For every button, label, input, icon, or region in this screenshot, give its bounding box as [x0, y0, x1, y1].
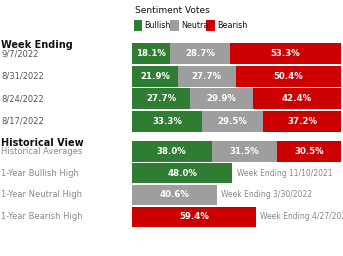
Bar	[206, 20, 215, 31]
Text: 53.3%: 53.3%	[271, 49, 300, 58]
Text: 27.7%: 27.7%	[146, 94, 176, 103]
Text: 38.0%: 38.0%	[157, 147, 187, 156]
Text: 8/24/2022: 8/24/2022	[1, 94, 44, 103]
Text: 59.4%: 59.4%	[179, 212, 209, 221]
Text: 31.5%: 31.5%	[230, 147, 259, 156]
Bar	[132, 111, 202, 132]
Bar	[132, 207, 256, 227]
Text: 9/7/2022: 9/7/2022	[1, 49, 39, 58]
Bar	[178, 66, 236, 87]
Text: 30.5%: 30.5%	[295, 147, 324, 156]
Bar	[134, 20, 142, 31]
Text: 29.9%: 29.9%	[206, 94, 236, 103]
Bar	[202, 111, 263, 132]
Bar	[277, 141, 341, 162]
Text: 1-Year Bullish High: 1-Year Bullish High	[1, 169, 79, 178]
Text: 28.7%: 28.7%	[185, 49, 215, 58]
Bar	[132, 88, 190, 109]
Bar	[252, 88, 341, 109]
Text: 29.5%: 29.5%	[218, 116, 247, 126]
Text: 27.7%: 27.7%	[192, 71, 222, 81]
Text: 8/31/2022: 8/31/2022	[1, 71, 44, 81]
Text: Bullish: Bullish	[144, 21, 171, 30]
Text: 37.2%: 37.2%	[287, 116, 317, 126]
Text: 1-Year Bearish High: 1-Year Bearish High	[1, 212, 83, 221]
Bar	[212, 141, 277, 162]
Text: Neutral: Neutral	[181, 21, 210, 30]
Text: Week Ending: Week Ending	[1, 40, 73, 50]
Text: 21.9%: 21.9%	[140, 71, 170, 81]
Text: 48.0%: 48.0%	[167, 169, 197, 178]
Bar	[132, 185, 217, 205]
Text: 8/17/2022: 8/17/2022	[1, 116, 44, 126]
Text: Sentiment Votes: Sentiment Votes	[135, 6, 210, 15]
Text: 40.6%: 40.6%	[159, 190, 189, 199]
Text: Week Ending 11/10/2021: Week Ending 11/10/2021	[237, 169, 332, 178]
Text: 50.4%: 50.4%	[274, 71, 304, 81]
Bar	[132, 163, 233, 183]
Text: Week Ending 3/30/2022: Week Ending 3/30/2022	[221, 190, 312, 199]
Bar	[170, 43, 230, 64]
Text: 33.3%: 33.3%	[152, 116, 182, 126]
Text: Week Ending 4/27/2022: Week Ending 4/27/2022	[260, 212, 343, 221]
Bar	[132, 141, 212, 162]
Bar	[190, 88, 252, 109]
Text: 18.1%: 18.1%	[136, 49, 166, 58]
Bar	[236, 66, 341, 87]
Text: Historical Averages: Historical Averages	[1, 147, 83, 156]
Bar	[230, 43, 342, 64]
Text: Bearish: Bearish	[217, 21, 247, 30]
Text: Historical View: Historical View	[1, 138, 84, 148]
Text: 42.4%: 42.4%	[282, 94, 312, 103]
Bar	[132, 43, 170, 64]
Bar	[170, 20, 179, 31]
Bar	[132, 66, 178, 87]
Bar	[263, 111, 341, 132]
Text: 1-Year Neutral High: 1-Year Neutral High	[1, 190, 82, 199]
